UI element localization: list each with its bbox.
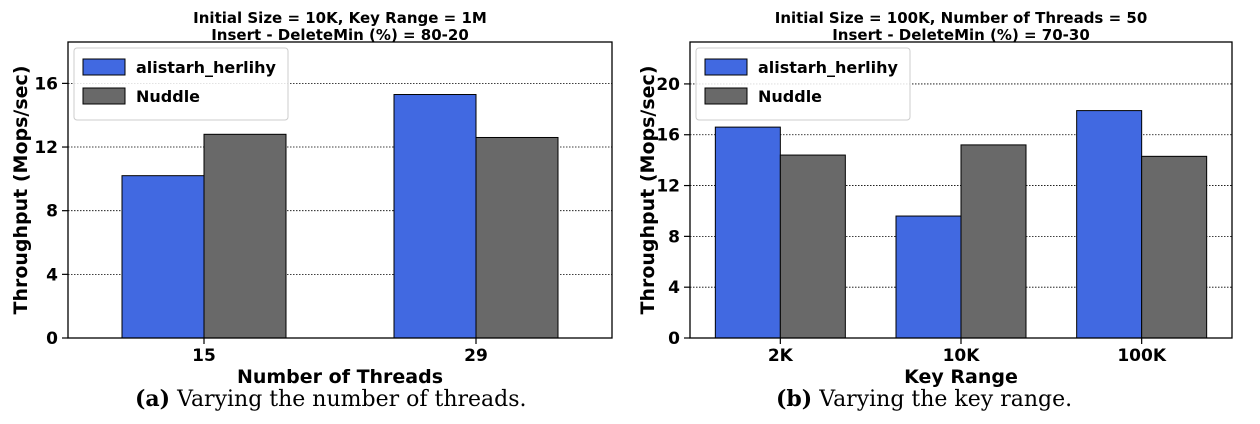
y-axis-label: Throughput (Mops/sec) — [637, 65, 659, 314]
plot-frame — [67, 41, 613, 339]
x-tick-label: 15 — [192, 346, 216, 366]
legend-swatch — [704, 58, 748, 76]
plot-frame — [689, 41, 1233, 339]
legend-swatch — [82, 87, 126, 105]
chart-1: Initial Size = 100K, Number of Threads =… — [637, 9, 1233, 388]
bar-Nuddle — [779, 154, 846, 339]
caption-a-label: (a) — [135, 386, 171, 412]
x-axis-label: Key Range — [904, 366, 1018, 388]
legend-swatch — [704, 87, 748, 105]
x-axis-label: Number of Threads — [237, 366, 443, 388]
caption-b-label: (b) — [776, 386, 813, 412]
chart-title-line: Initial Size = 10K, Key Range = 1M — [193, 9, 487, 27]
x-tick-label: 100K — [1117, 346, 1166, 366]
chart-title-line: Insert - DeleteMin (%) = 80-20 — [211, 26, 469, 44]
x-tick-label: 10K — [943, 346, 981, 366]
legend: alistarh_herlihy Nuddle — [695, 47, 911, 121]
y-tick-label: 0 — [668, 329, 680, 349]
y-axis-label: Throughput (Mops/sec) — [10, 65, 32, 314]
legend-box — [73, 47, 289, 121]
y-tick-label: 16 — [656, 126, 680, 146]
legend-swatch — [82, 58, 126, 76]
chart-title-line: Initial Size = 100K, Number of Threads =… — [775, 9, 1148, 27]
x-tick-label: 2K — [768, 346, 794, 366]
bar-Nuddle — [203, 133, 287, 339]
y-tick-label: 16 — [34, 74, 58, 94]
bar-Nuddle — [475, 136, 559, 339]
y-tick-label: 0 — [46, 329, 58, 349]
y-tick-label: 8 — [46, 202, 58, 222]
y-tick-label: 20 — [656, 75, 680, 95]
y-tick-label: 8 — [668, 227, 680, 247]
bar-alistarh_herlihy — [121, 175, 205, 339]
chart-0: Initial Size = 10K, Key Range = 1MInsert… — [10, 9, 613, 388]
legend: alistarh_herlihy Nuddle — [73, 47, 289, 121]
legend-label: alistarh_herlihy — [758, 58, 899, 77]
bar-Nuddle — [960, 144, 1027, 339]
bar-alistarh_herlihy — [393, 94, 477, 339]
legend-label: Nuddle — [758, 87, 822, 106]
x-tick-label: 29 — [464, 346, 488, 366]
bar-alistarh_herlihy — [714, 126, 781, 339]
caption-a: (a) Varying the key range. Varying the n… — [135, 386, 527, 412]
y-tick-label: 12 — [34, 138, 58, 158]
caption-b: (b) Varying the key range. — [776, 386, 1072, 412]
bar-alistarh_herlihy — [1076, 110, 1143, 339]
y-tick-label: 4 — [46, 265, 58, 285]
bar-Nuddle — [1141, 155, 1208, 339]
chart-title-line: Insert - DeleteMin (%) = 70-30 — [832, 26, 1090, 44]
legend-label: Nuddle — [136, 87, 200, 106]
y-tick-label: 12 — [656, 177, 680, 197]
y-tick-label: 4 — [668, 278, 680, 298]
legend-box — [695, 47, 911, 121]
legend-label: alistarh_herlihy — [136, 58, 277, 77]
caption-b-body: Varying the key range. — [812, 387, 1073, 412]
bar-alistarh_herlihy — [895, 215, 962, 339]
caption-a-body: Varying the number of threads. — [170, 387, 527, 412]
